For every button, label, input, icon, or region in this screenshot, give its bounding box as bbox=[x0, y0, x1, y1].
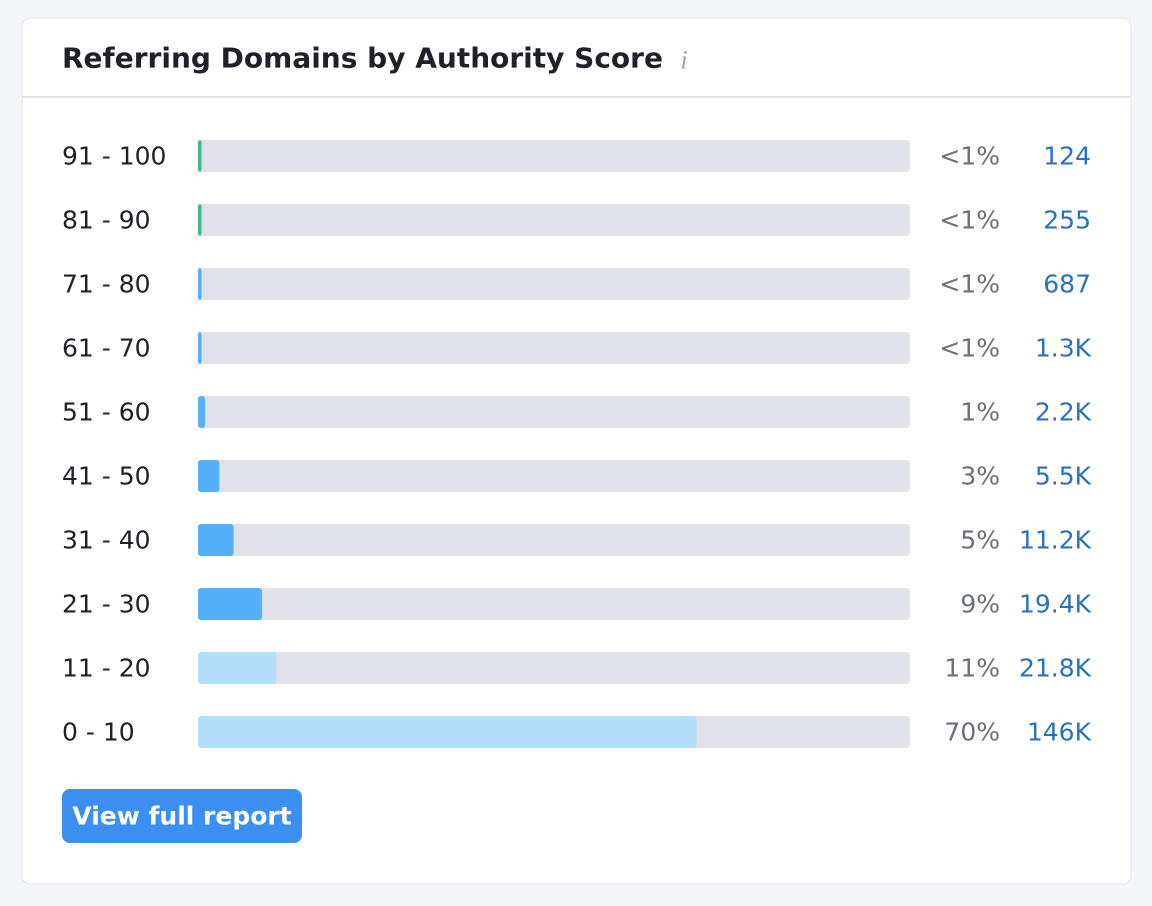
share-label: 11% bbox=[944, 654, 1000, 683]
bar-track bbox=[198, 588, 910, 620]
title: Referring Domains by Authority Score bbox=[62, 42, 663, 75]
bar-track bbox=[198, 652, 910, 684]
bar-track bbox=[198, 332, 910, 364]
bar bbox=[198, 716, 697, 748]
share-label: <1% bbox=[939, 206, 1000, 235]
bar-track bbox=[198, 204, 910, 236]
bar-track bbox=[198, 396, 910, 428]
bar bbox=[198, 204, 202, 236]
bar-track bbox=[198, 460, 910, 492]
bar-track bbox=[198, 140, 910, 172]
share-label: 1% bbox=[960, 398, 1000, 427]
button-bg[interactable] bbox=[62, 789, 302, 843]
range-label: 41 - 50 bbox=[62, 462, 151, 491]
count-link[interactable]: 21.8K bbox=[1019, 654, 1092, 683]
bar bbox=[198, 652, 277, 684]
bar-track bbox=[198, 268, 910, 300]
button-label[interactable]: View full report bbox=[72, 802, 291, 831]
info-glyph[interactable]: i bbox=[680, 46, 687, 75]
count-link[interactable]: 255 bbox=[1043, 206, 1091, 235]
share-label: 70% bbox=[944, 718, 1000, 747]
range-label: 81 - 90 bbox=[62, 206, 151, 235]
bar bbox=[198, 140, 202, 172]
share-label: 5% bbox=[960, 526, 1000, 555]
bar-track bbox=[198, 524, 910, 556]
range-label: 91 - 100 bbox=[62, 142, 166, 171]
share-label: <1% bbox=[939, 142, 1000, 171]
share-label: 9% bbox=[960, 590, 1000, 619]
share-label: 3% bbox=[960, 462, 1000, 491]
bar bbox=[198, 332, 202, 364]
bar bbox=[198, 524, 234, 556]
range-label: 0 - 10 bbox=[62, 718, 135, 747]
bar bbox=[198, 588, 263, 620]
count-link[interactable]: 146K bbox=[1027, 718, 1092, 747]
share-label: <1% bbox=[939, 270, 1000, 299]
count-link[interactable]: 687 bbox=[1043, 270, 1091, 299]
bar bbox=[198, 268, 202, 300]
button[interactable]: View full report bbox=[62, 789, 302, 843]
count-link[interactable]: 5.5K bbox=[1035, 462, 1092, 491]
share-label: <1% bbox=[939, 334, 1000, 363]
count-link[interactable]: 124 bbox=[1043, 142, 1091, 171]
info-icon[interactable]: i bbox=[680, 46, 687, 75]
count-link[interactable]: 19.4K bbox=[1019, 590, 1092, 619]
range-label: 31 - 40 bbox=[62, 526, 151, 555]
bar bbox=[198, 460, 220, 492]
count-link[interactable]: 11.2K bbox=[1019, 526, 1092, 555]
range-label: 21 - 30 bbox=[62, 590, 151, 619]
range-label: 51 - 60 bbox=[62, 398, 151, 427]
bar bbox=[198, 396, 206, 428]
count-link[interactable]: 1.3K bbox=[1035, 334, 1092, 363]
range-label: 61 - 70 bbox=[62, 334, 151, 363]
range-label: 71 - 80 bbox=[62, 270, 151, 299]
range-label: 11 - 20 bbox=[62, 654, 151, 683]
count-link[interactable]: 2.2K bbox=[1035, 398, 1092, 427]
